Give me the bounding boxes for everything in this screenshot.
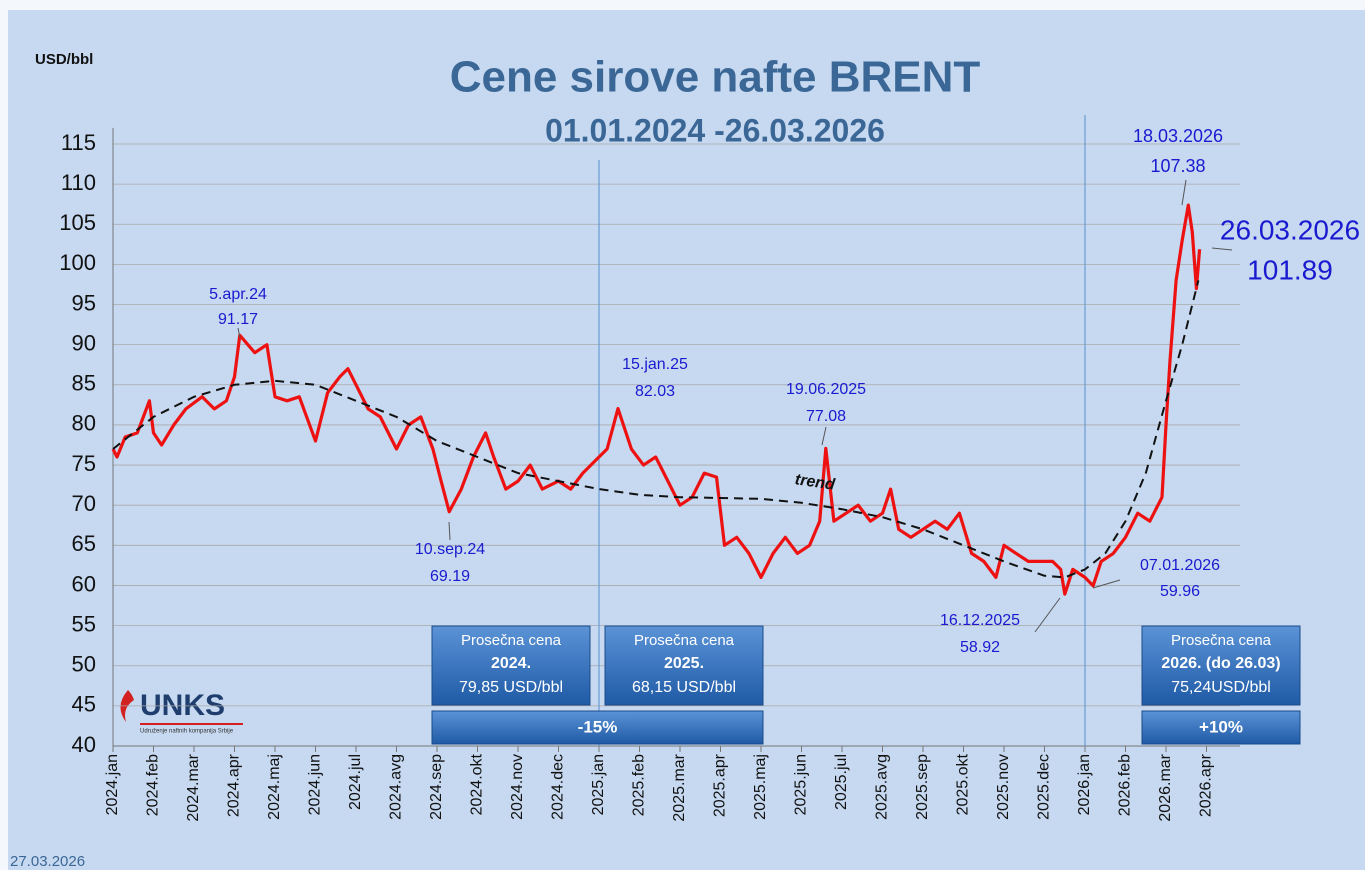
y-tick-label: 90 — [72, 330, 96, 355]
x-tick-label: 2024.nov — [509, 754, 526, 820]
y-tick-label: 60 — [72, 571, 96, 596]
logo: UNKS Udruženje naftnih kompanija Srbije — [120, 689, 243, 735]
annotation-value: 107.38 — [1150, 156, 1205, 176]
avg-price: 75,24USD/bbl — [1171, 679, 1271, 696]
y-tick-label: 45 — [72, 692, 96, 717]
avg-heading: Prosečna cena — [461, 632, 562, 649]
y-tick-label: 95 — [72, 290, 96, 315]
x-tick-label: 2025.jun — [793, 754, 810, 815]
annotation-value: 58.92 — [960, 639, 1000, 656]
y-tick-label: 100 — [59, 250, 96, 275]
avg-box — [1141, 625, 1301, 706]
annotation-leader — [1034, 597, 1061, 633]
annotation-leader — [448, 521, 451, 541]
x-tick-label: 2024.sep — [428, 754, 445, 820]
x-tick-label: 2024.avg — [388, 754, 405, 820]
annotation-date: 07.01.2026 — [1140, 557, 1220, 574]
annotation-value: 77.08 — [806, 408, 846, 425]
annotation-date: 26.03.2026 — [1220, 214, 1360, 245]
x-tick-label: 2024.mar — [185, 753, 202, 821]
avg-year: 2026. (do 26.03) — [1161, 655, 1280, 672]
x-tick-label: 2024.apr — [226, 753, 243, 817]
annotation-leader — [821, 426, 827, 446]
y-tick-label: 75 — [72, 451, 96, 476]
annotation-value: 69.19 — [430, 568, 470, 585]
annotation-leader — [1181, 179, 1187, 206]
change-box — [431, 710, 764, 745]
annotation-leader — [237, 327, 241, 339]
x-tick-label: 2025.jan — [590, 754, 607, 815]
x-tick-label: 2024.feb — [145, 754, 162, 816]
x-tick-label: 2026.jan — [1076, 754, 1093, 815]
trend-label: trend — [794, 471, 837, 494]
annotation-date: 5.apr.24 — [209, 286, 267, 303]
y-tick-label: 40 — [72, 732, 96, 757]
change-label: -15% — [578, 717, 618, 736]
x-tick-label: 2024.maj — [266, 754, 283, 820]
annotation-date: 10.sep.24 — [415, 541, 485, 558]
x-tick-label: 2024.jul — [347, 754, 364, 810]
y-tick-label: 115 — [61, 130, 96, 155]
x-tick-label: 2026.feb — [1117, 754, 1134, 816]
logo-name: UNKS — [140, 689, 225, 722]
avg-price: 68,15 USD/bbl — [632, 679, 736, 696]
logo-tagline: Udruženje naftnih kompanija Srbije — [140, 729, 234, 735]
avg-box — [604, 625, 764, 706]
x-tick-label: 2025.feb — [631, 754, 648, 816]
annotation-date: 19.06.2025 — [786, 381, 866, 398]
annotation-value: 91.17 — [218, 311, 258, 328]
y-tick-label: 80 — [72, 411, 96, 436]
x-tick-label: 2024.jun — [307, 754, 324, 815]
y-tick-label: 110 — [61, 170, 96, 195]
x-tick-label: 2025.mar — [671, 753, 688, 821]
chart-title: Cene sirove nafte BRENT — [450, 53, 981, 102]
avg-heading: Prosečna cena — [1171, 632, 1272, 649]
annotation-date: 18.03.2026 — [1133, 126, 1223, 146]
y-tick-label: 50 — [72, 652, 96, 677]
x-tick-label: 2025.apr — [712, 753, 729, 817]
x-tick-label: 2024.dec — [550, 754, 567, 820]
y-tick-label: 65 — [72, 531, 96, 556]
x-tick-label: 2025.okt — [955, 753, 972, 815]
annotation-leader — [1211, 247, 1233, 251]
trend-line — [112, 280, 1200, 579]
x-tick-label: 2025.sep — [914, 754, 931, 820]
x-tick-label: 2025.dec — [1036, 754, 1053, 820]
x-tick-label: 2025.avg — [874, 754, 891, 820]
x-tick-label: 2026.mar — [1157, 753, 1174, 821]
annotation-value: 101.89 — [1247, 254, 1333, 285]
annotation-date: 15.jan.25 — [622, 356, 688, 373]
change-label: +10% — [1199, 717, 1243, 736]
avg-heading: Prosečna cena — [634, 632, 735, 649]
annotation-value: 59.96 — [1160, 583, 1200, 600]
x-tick-label: 2025.maj — [752, 754, 769, 820]
date-note: 27.03.2026 — [10, 853, 85, 870]
avg-price: 79,85 USD/bbl — [459, 679, 563, 696]
annotation-date: 16.12.2025 — [940, 612, 1020, 629]
y-axis-label: USD/bbl — [35, 51, 93, 68]
y-tick-label: 85 — [72, 371, 96, 396]
x-tick-label: 2026.apr — [1198, 753, 1215, 817]
annotation-value: 82.03 — [635, 383, 675, 400]
annotation-leader — [1092, 579, 1121, 589]
x-tick-label: 2025.jul — [833, 754, 850, 810]
x-tick-label: 2024.jan — [104, 754, 121, 815]
avg-box — [431, 625, 591, 706]
x-tick-label: 2025.nov — [995, 754, 1012, 820]
x-tick-label: 2024.okt — [469, 753, 486, 815]
chart-subtitle: 01.01.2024 -26.03.2026 — [545, 112, 885, 148]
avg-year: 2024. — [491, 655, 531, 672]
avg-year: 2025. — [664, 655, 704, 672]
y-tick-label: 105 — [59, 210, 96, 235]
change-box — [1141, 710, 1301, 745]
y-tick-label: 70 — [72, 491, 96, 516]
y-tick-label: 55 — [72, 611, 96, 636]
